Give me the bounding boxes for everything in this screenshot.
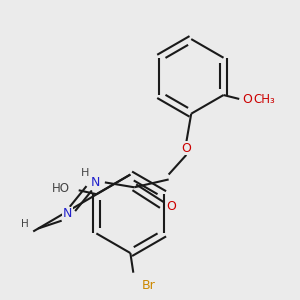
- Text: CH₃: CH₃: [254, 93, 276, 106]
- Text: N: N: [63, 207, 72, 220]
- Text: H: H: [81, 168, 89, 178]
- Text: Br: Br: [142, 279, 156, 292]
- Text: HO: HO: [52, 182, 70, 195]
- Text: O: O: [167, 200, 176, 213]
- Text: O: O: [182, 142, 191, 154]
- Text: N: N: [90, 176, 100, 189]
- Text: O: O: [242, 93, 252, 106]
- Text: H: H: [22, 219, 29, 229]
